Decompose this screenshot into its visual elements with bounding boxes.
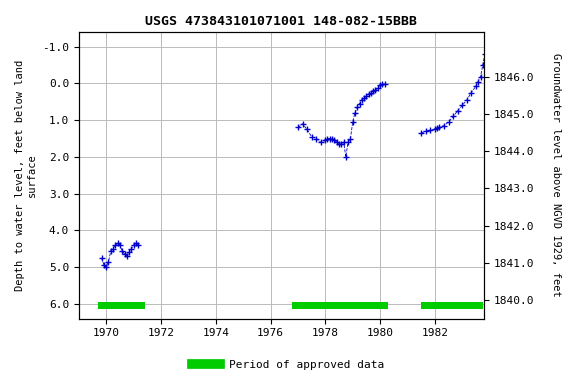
Title: USGS 473843101071001 148-082-15BBB: USGS 473843101071001 148-082-15BBB: [146, 15, 418, 28]
Y-axis label: Groundwater level above NGVD 1929, feet: Groundwater level above NGVD 1929, feet: [551, 53, 561, 297]
Bar: [98, 302, 145, 309]
Y-axis label: Depth to water level, feet below land
surface: Depth to water level, feet below land su…: [15, 60, 37, 291]
Legend: Period of approved data: Period of approved data: [188, 356, 388, 375]
Bar: [421, 302, 483, 309]
Bar: [293, 302, 388, 309]
